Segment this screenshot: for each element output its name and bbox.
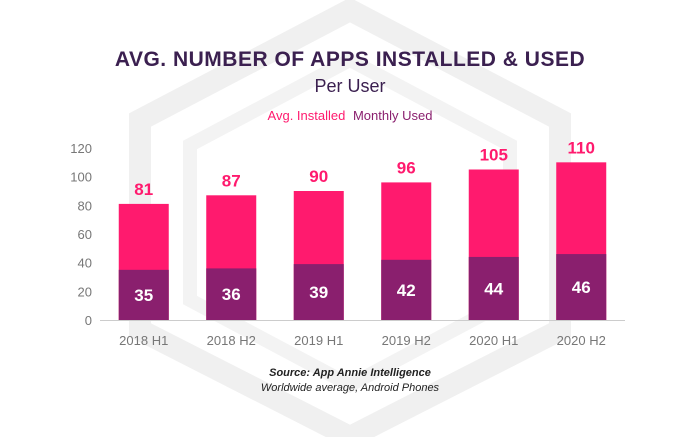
data-label-installed: 110 bbox=[568, 138, 595, 157]
bar-used bbox=[381, 259, 432, 320]
legend-used: Monthly Used bbox=[352, 108, 433, 123]
data-label-used: 36 bbox=[222, 285, 241, 304]
x-tick-label: 2018 H2 bbox=[207, 333, 256, 348]
data-label-used: 35 bbox=[134, 286, 153, 305]
x-tick-label: 2019 H2 bbox=[382, 333, 431, 348]
legend: Avg. Installed Monthly Used bbox=[0, 108, 700, 123]
bar-used bbox=[556, 254, 607, 320]
y-tick-label: 120 bbox=[70, 141, 92, 156]
data-label-used: 46 bbox=[572, 278, 591, 297]
data-label-used: 39 bbox=[309, 283, 328, 302]
data-label-installed: 90 bbox=[309, 167, 328, 186]
data-label-installed: 81 bbox=[134, 180, 153, 199]
y-tick-label: 100 bbox=[70, 170, 92, 185]
x-tick-label: 2020 H2 bbox=[557, 333, 606, 348]
y-tick-label: 80 bbox=[78, 198, 92, 213]
y-tick-label: 0 bbox=[85, 313, 92, 328]
data-label-installed: 105 bbox=[480, 146, 508, 165]
bar-used bbox=[206, 268, 257, 320]
bar-used bbox=[468, 256, 519, 320]
y-tick-label: 20 bbox=[78, 284, 92, 299]
x-tick-label: 2020 H1 bbox=[469, 333, 518, 348]
data-label-used: 42 bbox=[397, 281, 416, 300]
y-tick-label: 60 bbox=[78, 227, 92, 242]
y-tick-label: 40 bbox=[78, 256, 92, 271]
data-label-installed: 87 bbox=[222, 171, 241, 190]
x-tick-label: 2019 H1 bbox=[294, 333, 343, 348]
note-text: Worldwide average, Android Phones bbox=[260, 382, 440, 394]
chart-subtitle: Per User bbox=[314, 76, 386, 96]
bar-used bbox=[118, 269, 169, 320]
bar-used bbox=[293, 264, 344, 320]
data-label-installed: 96 bbox=[397, 158, 416, 177]
source-text: Source: App Annie Intelligence bbox=[269, 367, 431, 379]
x-tick-label: 2018 H1 bbox=[119, 333, 168, 348]
chart-title: AVG. NUMBER OF APPS INSTALLED & USED bbox=[114, 48, 586, 71]
legend-installed: Avg. Installed bbox=[267, 108, 346, 123]
data-label-used: 44 bbox=[484, 279, 503, 298]
